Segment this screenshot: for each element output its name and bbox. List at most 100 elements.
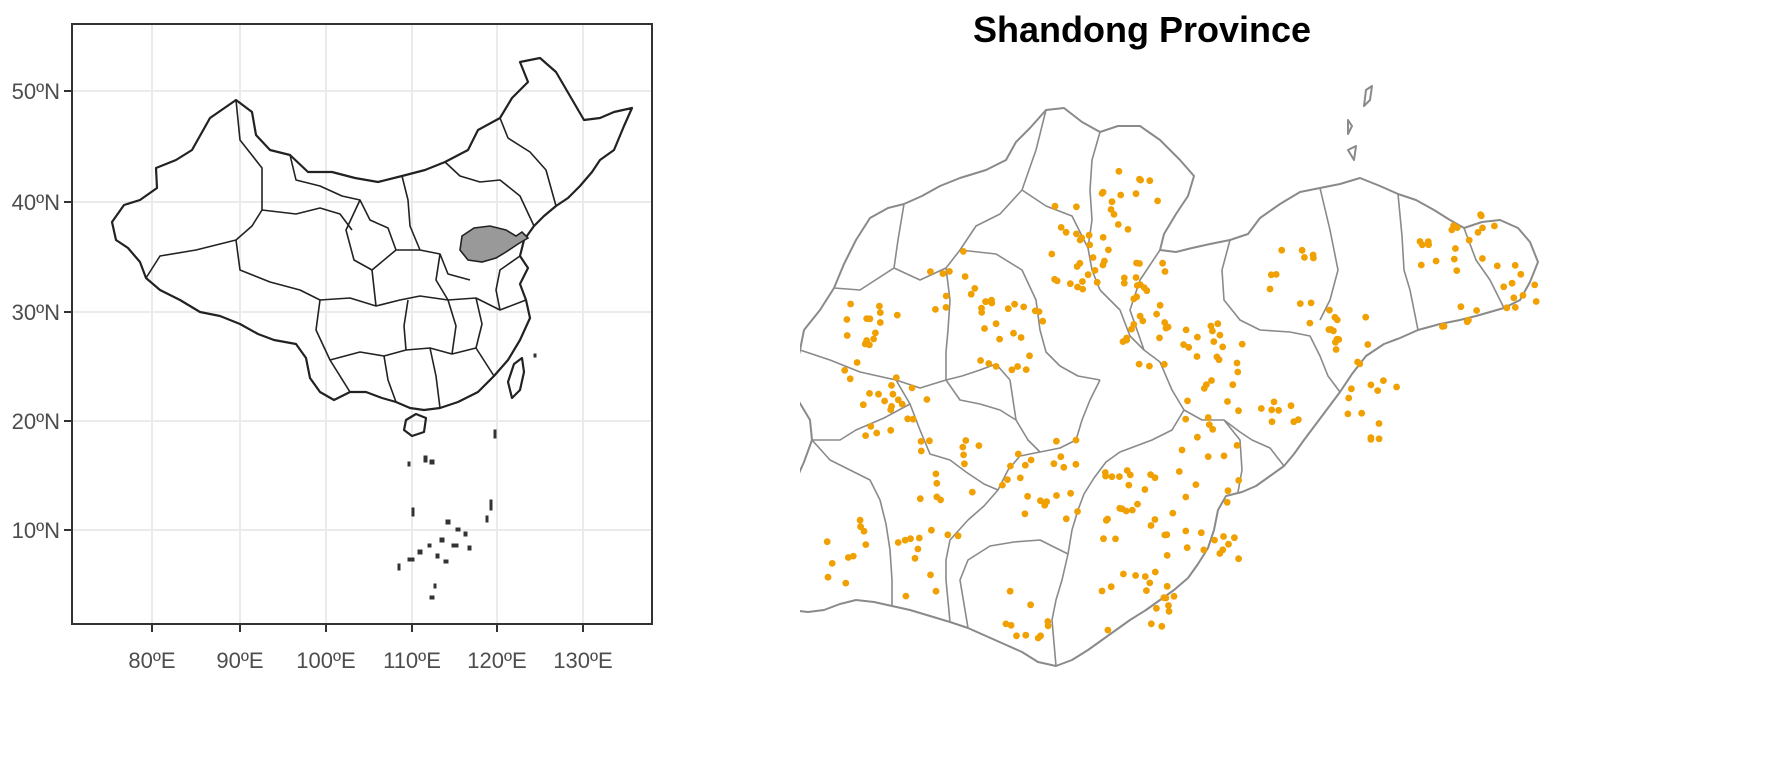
station-point (841, 366, 849, 374)
station-point (1114, 221, 1122, 228)
station-point (1024, 492, 1031, 500)
x-tick-label: 80ºE (128, 648, 175, 673)
station-point (824, 573, 832, 581)
station-point (1120, 274, 1128, 282)
station-point (1107, 206, 1115, 213)
station-point (1448, 226, 1456, 234)
y-axis-ticks: 50ºN 40ºN 30ºN 20ºN 10ºN (12, 79, 60, 543)
station-point (1141, 573, 1149, 580)
station-point (1477, 212, 1485, 220)
station-point (1511, 262, 1519, 269)
station-point (1197, 529, 1205, 537)
station-point (1301, 254, 1308, 261)
station-point (1185, 343, 1193, 351)
station-point (1104, 626, 1112, 634)
station-point (894, 539, 902, 546)
station-point (908, 384, 916, 392)
station-point (1062, 228, 1070, 236)
station-point (927, 571, 934, 579)
station-point (1164, 323, 1172, 331)
station-point (985, 360, 993, 367)
shandong-map-panel: Shandong Province (800, 0, 1772, 762)
station-point (1110, 211, 1118, 218)
station-point (1452, 245, 1459, 252)
station-point (1146, 177, 1154, 185)
station-point (944, 531, 952, 539)
station-point (1267, 271, 1275, 279)
station-point (1161, 268, 1169, 275)
station-point (1085, 231, 1093, 239)
station-point (907, 535, 914, 543)
station-point (1108, 473, 1116, 481)
station-point (867, 423, 875, 430)
station-point (1099, 234, 1107, 241)
station-point (1224, 487, 1232, 495)
station-point (1031, 307, 1039, 315)
station-point (1021, 461, 1029, 469)
station-point (962, 437, 970, 444)
station-point (870, 335, 877, 343)
station-point (1457, 303, 1465, 311)
station-point (1344, 410, 1352, 418)
station-point (968, 488, 976, 496)
station-point (828, 560, 836, 567)
x-tick-label: 130ºE (553, 648, 612, 673)
station-point (1004, 305, 1012, 313)
station-point (1309, 251, 1317, 259)
station-point (1375, 420, 1383, 427)
station-point (1072, 460, 1080, 468)
station-point (1153, 310, 1160, 318)
station-point (1278, 246, 1286, 254)
station-point (1210, 338, 1218, 345)
station-point (1272, 271, 1280, 278)
station-point (823, 538, 831, 546)
station-point (1146, 362, 1153, 370)
station-point (1508, 279, 1516, 287)
station-point (1163, 552, 1171, 559)
station-point (1517, 270, 1525, 278)
station-point (1200, 546, 1208, 554)
station-point (1074, 283, 1081, 291)
station-point (853, 359, 861, 366)
station-point (859, 401, 867, 409)
station-point (1474, 229, 1482, 236)
station-point (923, 396, 931, 403)
station-point (876, 309, 884, 316)
station-point (1194, 433, 1201, 441)
y-tick-label: 10ºN (12, 518, 60, 543)
station-point (1194, 333, 1201, 341)
x-tick-label: 120ºE (467, 648, 526, 673)
station-point (1169, 509, 1177, 517)
station-point (1123, 334, 1130, 342)
station-point (1041, 501, 1049, 509)
province-boundaries (145, 99, 557, 409)
station-point (1331, 313, 1339, 321)
station-point (915, 534, 923, 542)
station-point (932, 587, 940, 595)
station-point (1122, 507, 1130, 515)
station-point (887, 426, 895, 434)
station-point (892, 374, 900, 381)
station-point (1135, 360, 1143, 368)
station-point (1453, 267, 1461, 274)
station-point (1393, 383, 1400, 391)
station-point (1204, 453, 1212, 460)
city-boundaries (800, 109, 1505, 667)
station-point (1333, 336, 1341, 343)
station-point (1037, 497, 1044, 505)
station-point (992, 363, 1000, 370)
station-point (927, 268, 934, 275)
station-point (1183, 544, 1191, 551)
station-point (1354, 358, 1361, 366)
station-point (1137, 176, 1144, 184)
station-point (1268, 406, 1276, 414)
x-axis-ticks: 80ºE 90ºE 100ºE 110ºE 120ºE 130ºE (128, 648, 612, 673)
station-point (1491, 222, 1498, 230)
station-point (1084, 271, 1092, 279)
station-point (1073, 203, 1080, 211)
station-point (914, 545, 922, 553)
station-point (1151, 568, 1159, 576)
x-tick-label: 90ºE (216, 648, 263, 673)
station-point (959, 443, 967, 451)
station-point (1098, 587, 1106, 595)
